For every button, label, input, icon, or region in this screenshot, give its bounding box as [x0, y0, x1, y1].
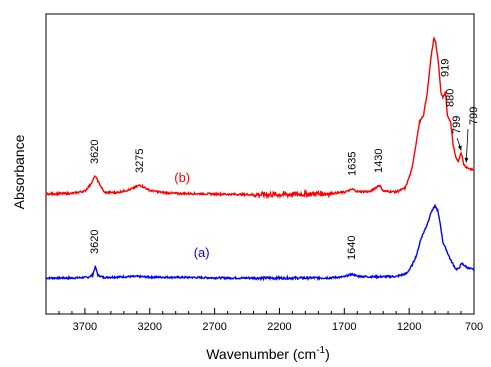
x-tick-label: 3200 [138, 321, 162, 333]
peak-label: 799 [468, 107, 480, 125]
x-axis-title: Wavenumber (cm-1) [206, 345, 330, 362]
annotation-arrowhead [457, 145, 462, 151]
peak-label: 1635 [347, 152, 359, 176]
x-tick-label: 1700 [332, 321, 356, 333]
peak-annotations: 3620 3275 1635 1430 919 880 799 799 3620 1640 [89, 59, 480, 260]
series-line-a [45, 203, 475, 282]
x-tick-label: 1200 [397, 321, 421, 333]
peak-label: 1640 [346, 236, 358, 260]
x-tick-label: 2700 [202, 321, 226, 333]
series-label-b: (b) [174, 170, 190, 185]
peak-label: 3620 [89, 140, 101, 164]
peak-label: 1430 [373, 149, 385, 173]
series-line-b [45, 35, 475, 200]
peak-label: 880 [445, 89, 457, 107]
peak-label: 919 [440, 59, 452, 77]
x-axis-title-superscript: -1 [316, 345, 325, 356]
plot-border [45, 13, 475, 315]
y-axis-title: Absorbance [11, 134, 27, 209]
series-labels: (b) (a) [174, 170, 209, 260]
x-axis-ticks: 3700 3200 2700 2200 1700 1200 700 [45, 308, 483, 333]
x-tick-label: 3700 [73, 321, 97, 333]
x-tick-label: 700 [465, 321, 483, 333]
annotation-arrowhead [464, 157, 469, 163]
annotation-arrow [465, 128, 469, 163]
spectra-curves [45, 35, 475, 282]
peak-label: 3620 [89, 230, 101, 254]
x-tick-label: 2200 [267, 321, 291, 333]
series-label-a: (a) [194, 245, 210, 260]
peak-label: 799 [451, 116, 463, 134]
plot-frame [45, 13, 475, 315]
x-axis-title-close: ) [325, 346, 330, 362]
peak-label: 3275 [134, 149, 146, 173]
